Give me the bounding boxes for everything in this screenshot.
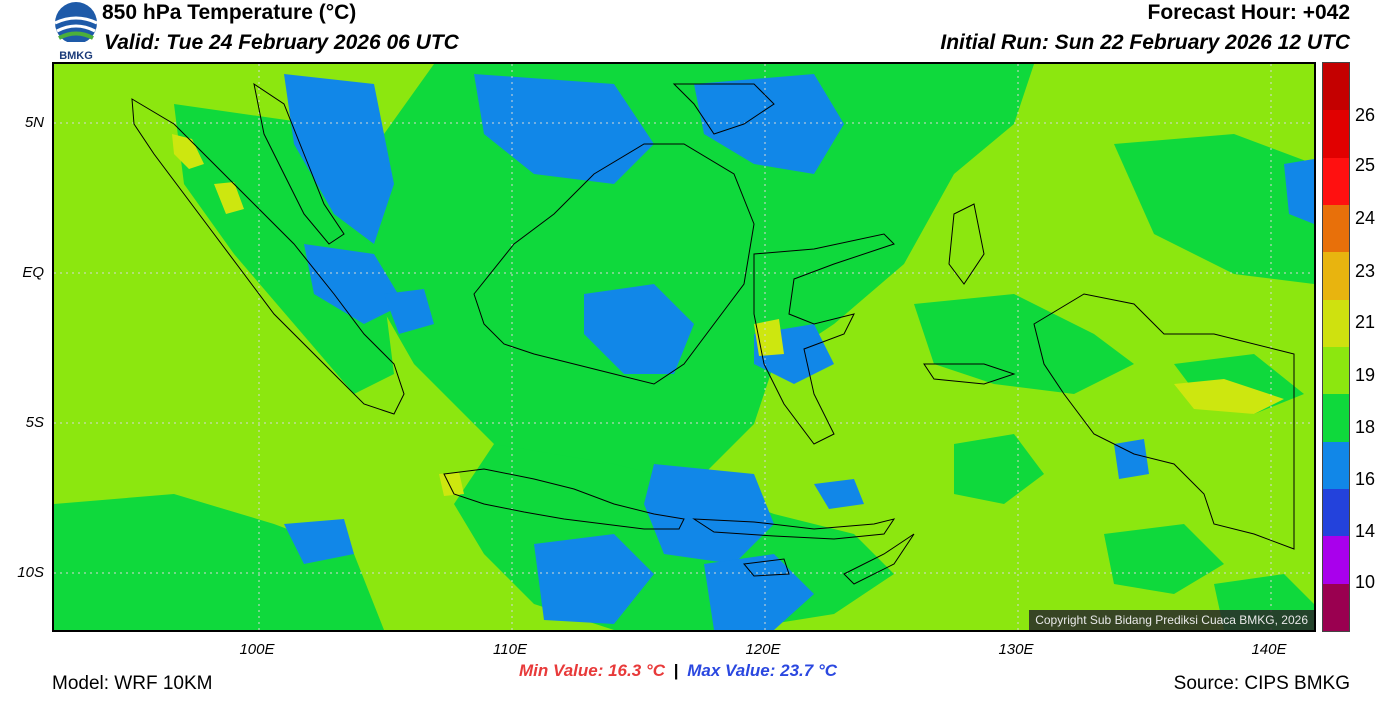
philippines-coast [672,83,775,135]
color-scale-band [1323,157,1349,205]
coastlines [131,82,1295,585]
scale-label-19: 19 [1355,365,1376,385]
chart-title: 850 hPa Temperature (°C) [102,1,357,24]
scale-label-26: 26 [1355,105,1376,125]
color-scale [1322,62,1350,632]
logo-text: BMKG [59,50,93,61]
scale-label-23: 23 [1355,261,1376,281]
halmahera-coast [948,203,985,285]
color-scale-band [1323,583,1349,631]
malay-peninsula-coast [253,82,345,245]
lon-label-100e: 100E [239,641,275,658]
min-value: Min Value: 16.3 °C [519,661,665,680]
lesser-sunda-coast [692,518,896,540]
color-scale-band [1323,299,1349,347]
scale-label-16: 16 [1355,469,1376,489]
scale-label-25: 25 [1355,155,1376,175]
map-svg [54,64,1314,630]
color-scale-band [1323,488,1349,537]
scale-label-24: 24 [1355,208,1376,228]
sumba-coast [743,558,790,577]
valid-time: Valid: Tue 24 February 2026 06 UTC [104,31,459,54]
lon-label-130e: 130E [998,641,1034,658]
new-guinea-coast [1033,293,1295,550]
min-max-separator: | [673,661,679,680]
color-scale-band [1323,252,1349,300]
field-16-18 [284,74,1314,630]
copyright-note: Copyright Sub Bidang Prediksi Cuaca BMKG… [1029,610,1314,630]
forecast-hour: Forecast Hour: +042 [1147,1,1351,24]
lat-label-10s: 10S [17,564,44,581]
borneo-coast [473,143,755,385]
lon-label-140e: 140E [1251,641,1287,658]
lon-label-110e: 110E [493,641,527,658]
lon-label-120e: 120E [745,641,781,658]
field-21-23 [172,134,1284,496]
color-scale-band [1323,204,1349,253]
scale-label-18: 18 [1355,417,1376,437]
seram-coast [923,363,1016,385]
lat-label-5s: 5S [25,414,44,431]
model-label: Model: WRF 10KM [52,673,213,694]
lat-label-5n: 5N [24,114,44,131]
color-scale-band [1323,441,1349,489]
sumatra-coast [131,98,405,415]
temperature-map: Copyright Sub Bidang Prediksi Cuaca BMKG… [52,62,1316,632]
scale-label-10: 10 [1355,572,1376,592]
source-label: Source: CIPS BMKG [1173,673,1350,694]
initial-run: Initial Run: Sun 22 February 2026 12 UTC [940,31,1350,54]
lat-label-eq: EQ [22,264,44,281]
timor-coast [843,533,915,585]
color-scale-band [1323,394,1349,442]
java-coast [443,468,685,530]
color-scale-band [1323,110,1349,158]
max-value: Max Value: 23.7 °C [687,661,838,680]
scale-label-21: 21 [1355,312,1376,332]
color-scale-band [1323,63,1349,111]
color-scale-band [1323,536,1349,584]
scale-label-14: 14 [1355,521,1376,541]
min-max-values: Min Value: 16.3 °C | Max Value: 23.7 °C [519,661,837,681]
color-scale-band [1323,346,1349,395]
bmkg-logo: BMKG [54,2,98,61]
sulawesi-coast [753,233,895,445]
